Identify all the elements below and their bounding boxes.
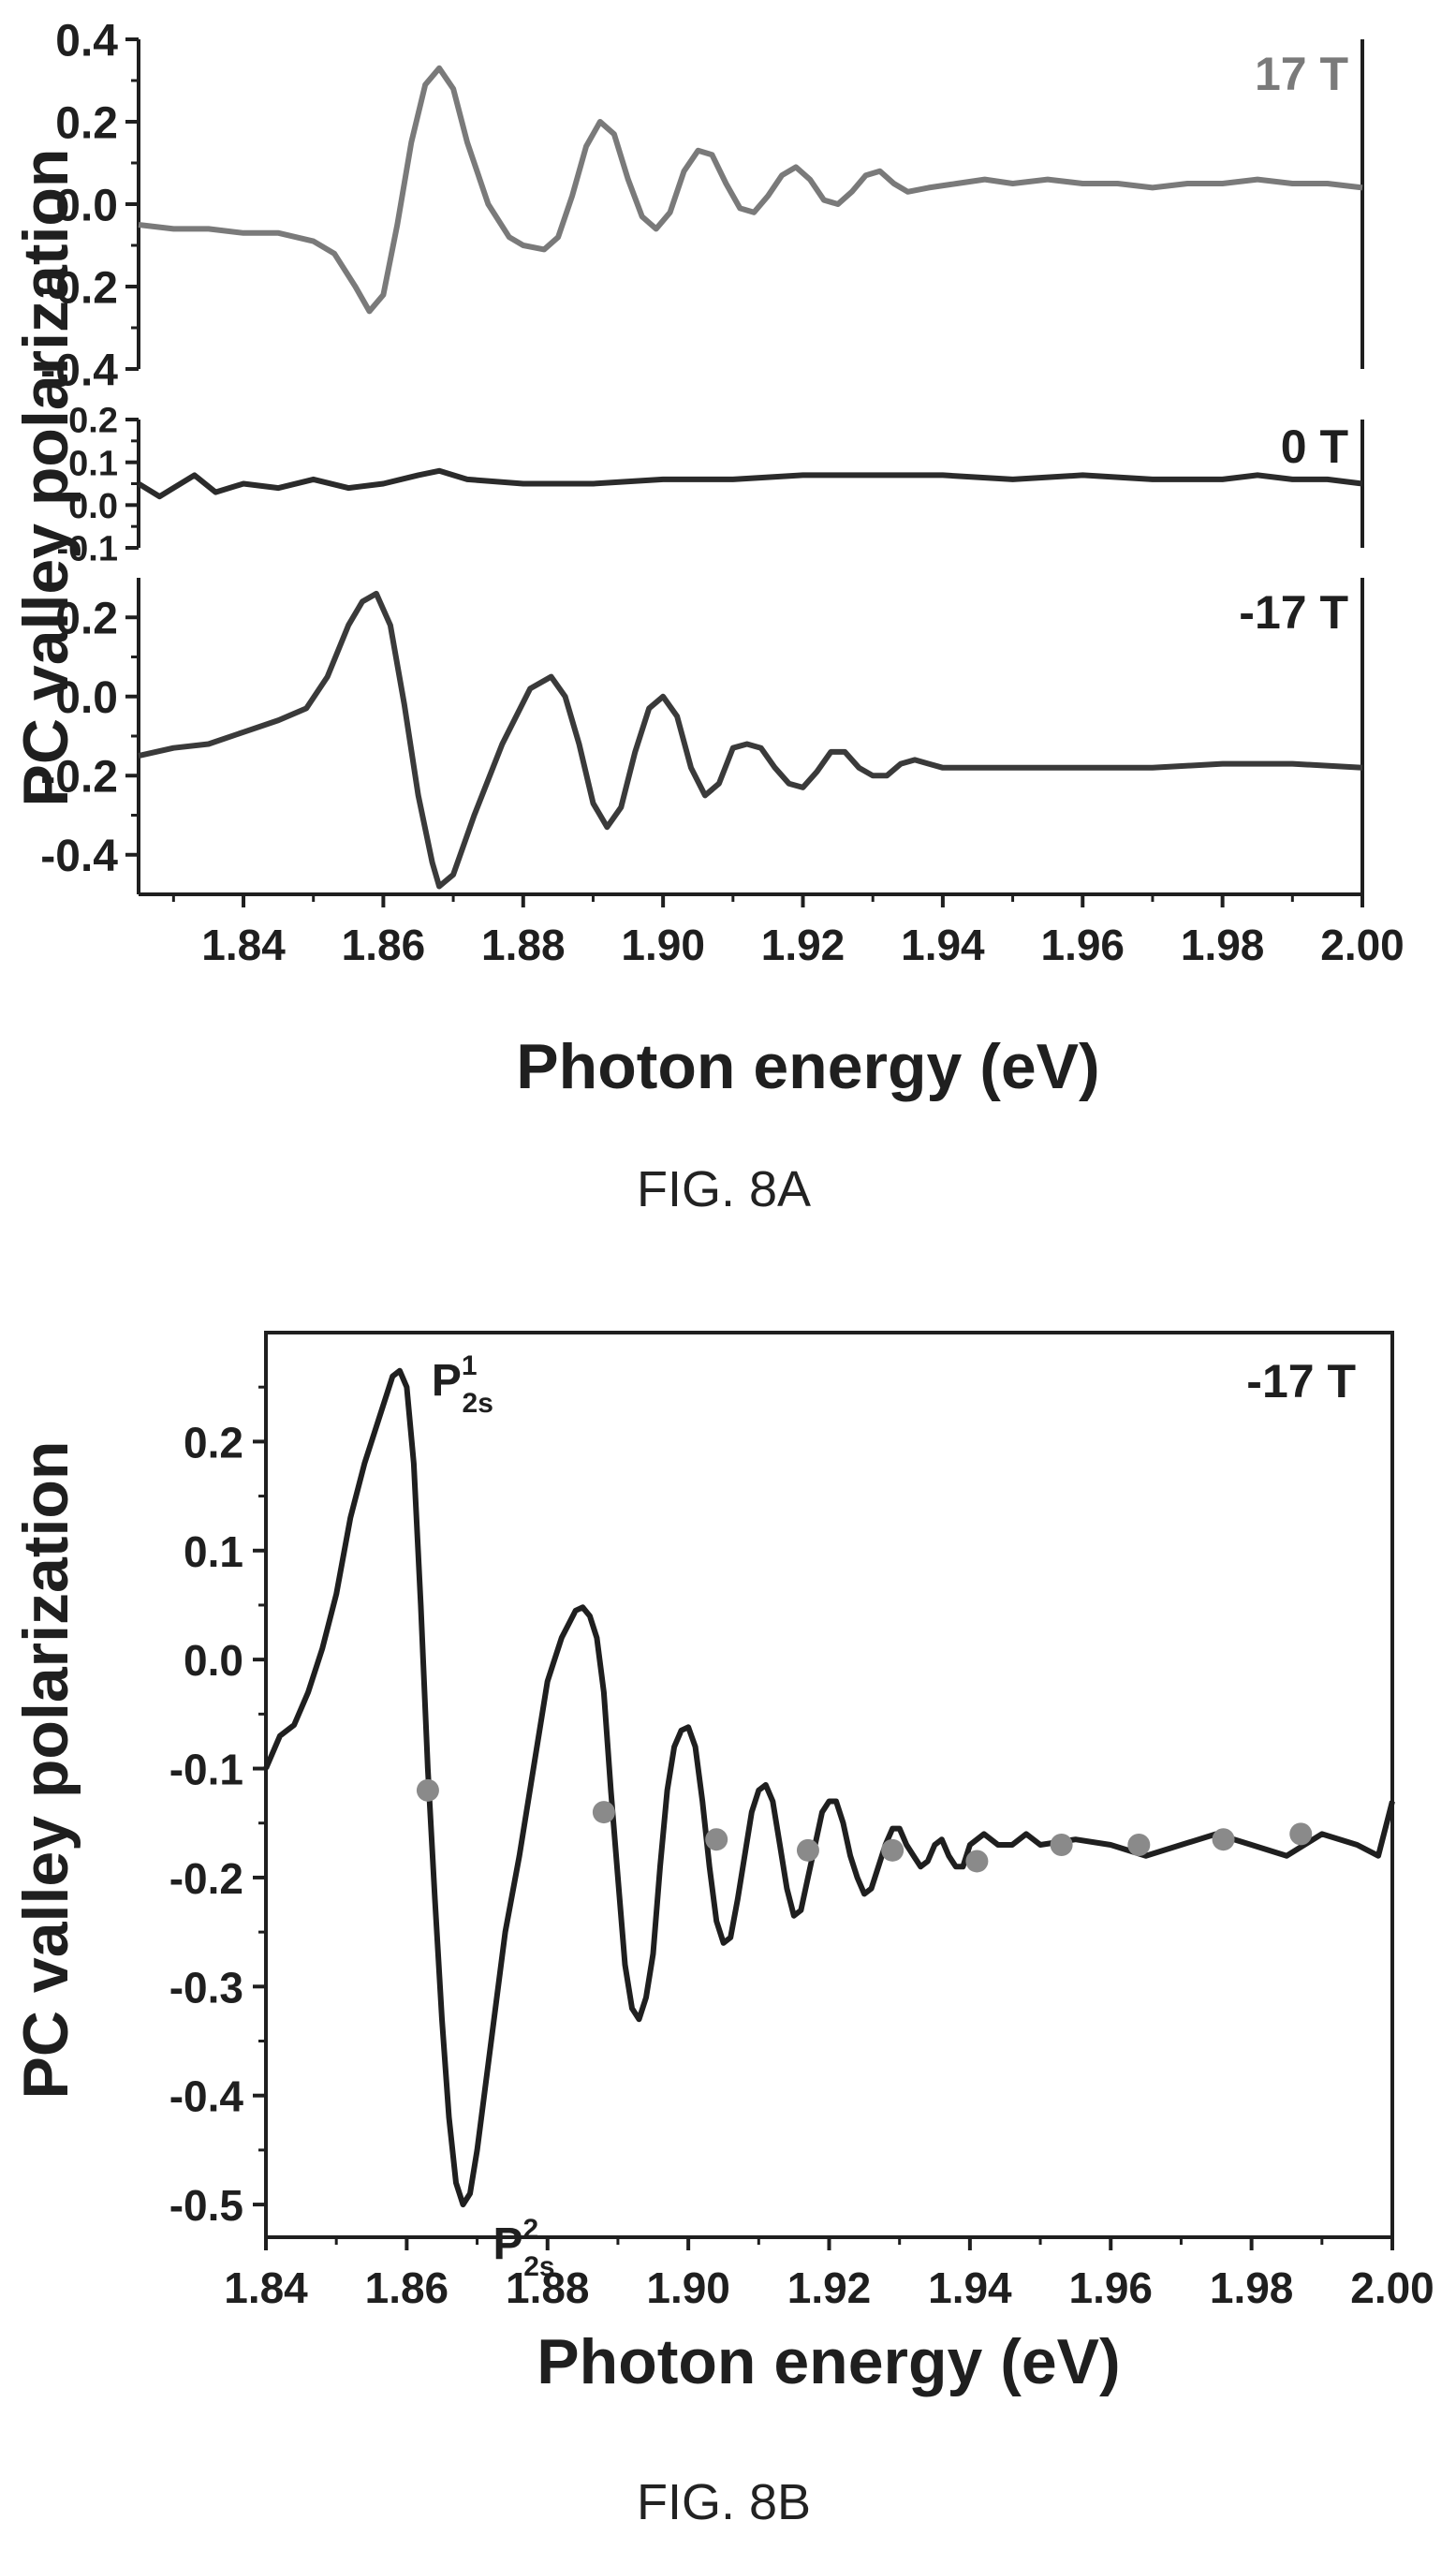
figure-8b: 0.2 0.1 0.0 -0.1 -0.2 -0.3 -0.4 -0.5 1.84 1.86 1.8… xyxy=(10,1331,1434,2530)
x-axis-8a: 1.84 1.86 1.88 1.90 1.92 1.94 1.96 1.98 2.00 xyxy=(139,892,1405,969)
y-tick-label: 0.1 xyxy=(184,1527,243,1576)
x-axis-title-8b: Photon energy (eV) xyxy=(537,2326,1120,2397)
series-line xyxy=(138,590,1363,890)
x-tick-label: 1.84 xyxy=(224,2263,308,2312)
figure-caption-8a: FIG. 8A xyxy=(637,1161,811,1217)
y-tick-label: -0.5 xyxy=(169,2181,243,2230)
data-marker xyxy=(1289,1822,1313,1846)
peak-label: P2 2s xyxy=(493,2214,555,2282)
data-marker xyxy=(796,1838,819,1862)
series-line xyxy=(263,1367,1395,2208)
y-tick-label: 0.4 xyxy=(55,16,118,66)
data-marker xyxy=(1212,1828,1235,1851)
field-label: -17 T xyxy=(1239,586,1348,639)
data-marker xyxy=(1127,1834,1151,1857)
y-tick-label: 0.0 xyxy=(184,1636,243,1685)
y-tick-label: -0.2 xyxy=(40,263,118,313)
y-tick-label: -0.2 xyxy=(169,1854,243,1903)
x-tick-label: 2.00 xyxy=(1350,2263,1434,2312)
y-axis-title-8a: PC valley polarization xyxy=(10,149,81,807)
x-tick-label: 1.96 xyxy=(1068,2263,1153,2312)
x-axis-title-8a: Photon energy (eV) xyxy=(516,1031,1099,1102)
y-tick-label: 0.0 xyxy=(55,181,118,230)
series-line xyxy=(138,65,1363,315)
y-tick-label: -0.1 xyxy=(169,1746,243,1794)
y-tick-label: -0.4 xyxy=(169,2072,244,2121)
x-tick-label: 1.90 xyxy=(621,921,705,969)
data-marker xyxy=(592,1801,615,1824)
x-tick-label: 2.00 xyxy=(1320,921,1405,969)
y-tick-label: 0.2 xyxy=(68,402,118,441)
data-marker xyxy=(965,1850,989,1873)
panel-17t: 0.4 0.2 0.0 -0.2 -0.4 17 T xyxy=(40,16,1364,395)
data-marker xyxy=(416,1778,439,1802)
panel-0t: 0.20.1 0.0 -0.1 0 T xyxy=(57,402,1364,569)
panel-minus-17t: 0.2 0.0 -0.2 -0.4 -17 T xyxy=(40,578,1364,894)
field-label: 17 T xyxy=(1255,48,1348,100)
x-tick-label: 1.98 xyxy=(1181,921,1265,969)
y-tick-label: -0.1 xyxy=(57,530,118,569)
x-tick-label: 1.88 xyxy=(506,2263,590,2312)
data-marker xyxy=(1050,1834,1073,1857)
x-tick-label: 1.98 xyxy=(1210,2263,1294,2312)
field-label: -17 T xyxy=(1246,1355,1356,1408)
peak-label: P1 2s xyxy=(432,1350,493,1419)
data-marker xyxy=(705,1828,728,1851)
y-tick-label: -0.3 xyxy=(169,1963,243,2012)
x-tick-label: 1.86 xyxy=(365,2263,449,2312)
figure-caption-8b: FIG. 8B xyxy=(637,2474,811,2530)
x-tick-label: 1.94 xyxy=(928,2263,1012,2312)
x-tick-label: 1.92 xyxy=(787,2263,872,2312)
y-tick-label: 0.2 xyxy=(55,98,118,148)
field-label: 0 T xyxy=(1281,420,1348,473)
x-tick-label: 1.96 xyxy=(1040,921,1125,969)
x-tick-label: 1.88 xyxy=(481,921,566,969)
y-tick-label: 0.0 xyxy=(55,673,118,723)
x-tick-label: 1.86 xyxy=(342,921,426,969)
x-tick-label: 1.92 xyxy=(761,921,846,969)
series-line xyxy=(137,467,1363,500)
y-tick-label: -0.4 xyxy=(40,832,118,881)
figure-8a: 0.40.20.0-0.2-0.417 T 0.20.10.0-0.10 T 0… xyxy=(10,16,1405,1217)
y-tick-label: 0.2 xyxy=(55,595,118,644)
plot-8b: 0.2 0.1 0.0 -0.1 -0.2 -0.3 -0.4 -0.5 1.84 1.86 1.8… xyxy=(169,1331,1434,2312)
x-tick-label: 1.90 xyxy=(646,2263,730,2312)
x-tick-label: 1.84 xyxy=(201,921,286,969)
y-tick-label: 0.0 xyxy=(68,487,118,526)
y-tick-label: -0.2 xyxy=(40,753,118,803)
y-axis-title-8b: PC valley polarization xyxy=(10,1441,81,2100)
y-tick-label: -0.4 xyxy=(40,346,118,395)
y-tick-label: 0.2 xyxy=(184,1418,243,1467)
y-tick-label: 0.1 xyxy=(68,444,118,483)
data-marker xyxy=(881,1838,904,1862)
x-tick-label: 1.94 xyxy=(901,921,985,969)
